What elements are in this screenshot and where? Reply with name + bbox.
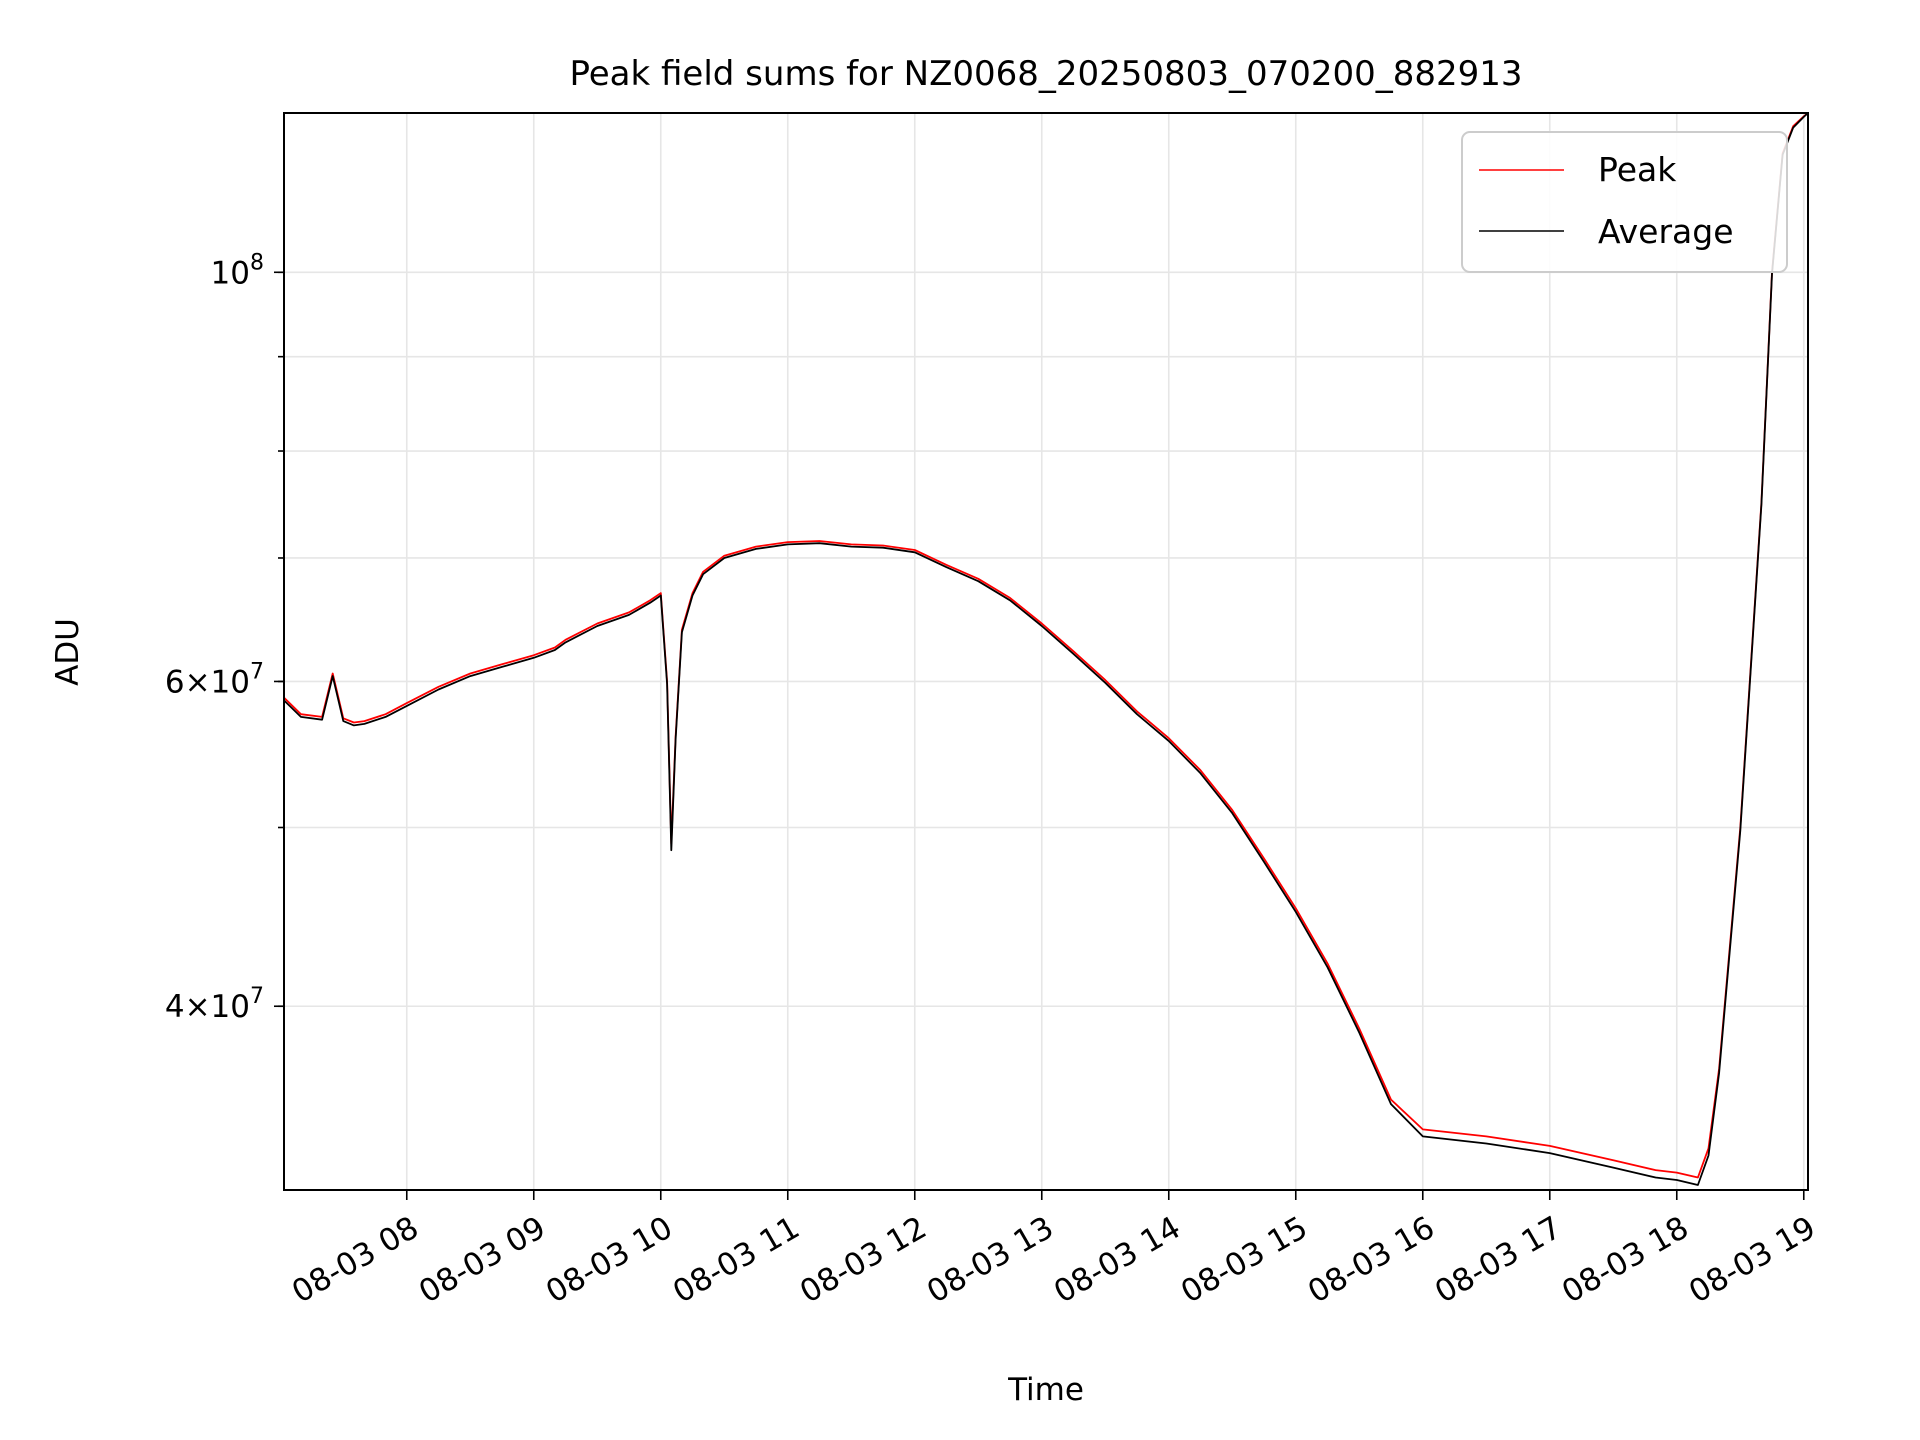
plot-frame	[283, 112, 1809, 1191]
y-tick-exponent: 8	[250, 250, 264, 275]
y-tick-label: 4×107	[165, 984, 264, 1025]
y-tick-base: 6×10	[165, 664, 250, 700]
y-tick-exponent: 7	[250, 984, 264, 1009]
y-axis-label: ADU	[50, 618, 86, 686]
y-tick-label: 6×107	[165, 659, 264, 700]
series-line-peak	[283, 112, 1809, 1179]
series-line-average	[283, 112, 1809, 1186]
series-layer	[283, 112, 1809, 1186]
legend: Peak Average	[1461, 131, 1788, 273]
legend-label-peak: Peak	[1598, 150, 1677, 189]
x-axis-label: Time	[1007, 1372, 1084, 1408]
y-tick-base: 4×10	[165, 989, 250, 1025]
legend-box	[1461, 131, 1788, 273]
y-tick-exponent: 7	[250, 659, 264, 684]
y-tick-label: 108	[211, 250, 264, 291]
legend-label-average: Average	[1598, 212, 1734, 251]
y-tick-base: 10	[211, 255, 250, 291]
chart-title: Peak field sums for NZ0068_20250803_0702…	[569, 54, 1522, 94]
